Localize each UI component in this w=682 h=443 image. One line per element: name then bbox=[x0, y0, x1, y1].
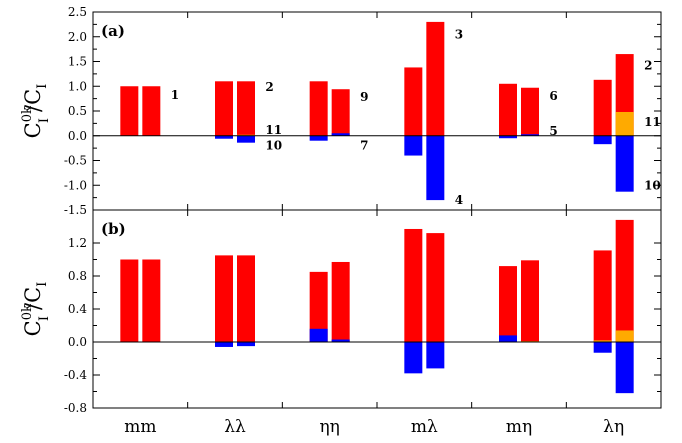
bar-blue bbox=[499, 335, 517, 342]
bar-blue bbox=[615, 135, 634, 192]
bar-red bbox=[331, 261, 350, 342]
y-tick-label: -0.5 bbox=[64, 154, 87, 168]
bar-annotation: 6 bbox=[549, 89, 557, 103]
bar-red bbox=[593, 250, 612, 342]
panel-a: -1.5-1.0-0.50.00.51.01.52.02.5(a)1211109… bbox=[64, 5, 662, 217]
bar-red bbox=[142, 259, 161, 342]
bar-blue bbox=[404, 342, 423, 374]
bar-blue bbox=[593, 135, 612, 145]
y-tick-label: 0.0 bbox=[68, 129, 87, 143]
y-tick-label: -1.5 bbox=[64, 203, 87, 217]
y-tick-label: -0.8 bbox=[64, 401, 87, 415]
bar-orange bbox=[615, 330, 634, 342]
panel-label: (a) bbox=[101, 22, 125, 40]
bar-red bbox=[404, 228, 423, 342]
bar-red bbox=[331, 89, 350, 136]
bar-blue bbox=[331, 339, 350, 342]
bar-annotation: 10 bbox=[644, 178, 661, 192]
bar-red bbox=[499, 83, 517, 136]
bar-red bbox=[309, 271, 328, 342]
bar-annotation: 9 bbox=[360, 90, 368, 104]
bar-annotation: 3 bbox=[455, 27, 463, 41]
bar-red bbox=[237, 255, 255, 342]
bar-blue bbox=[237, 342, 255, 347]
panel-frame bbox=[92, 209, 662, 409]
x-category-label: mλ bbox=[411, 417, 438, 437]
bar-annotation: 2 bbox=[644, 58, 652, 72]
y-tick-label: -1.0 bbox=[64, 178, 87, 192]
bar-annotation: 4 bbox=[455, 193, 463, 207]
y-tick-label: 0.8 bbox=[68, 269, 87, 283]
bar-red bbox=[426, 233, 445, 342]
y-tick-label: 1.0 bbox=[68, 79, 87, 93]
bar-red bbox=[215, 255, 233, 342]
y-axis-label-a: C0k I/CI bbox=[20, 84, 52, 139]
x-category-label: λη bbox=[603, 417, 624, 437]
x-category-labels: mm λλ ηη mλ mη λη bbox=[124, 417, 624, 437]
bar-orange bbox=[615, 111, 634, 136]
y-tick-label: 2.0 bbox=[68, 30, 87, 44]
panel-b: -0.8 -0.4 0.0 0.4 0.8 1.2 (b) bbox=[64, 209, 662, 415]
y-tick-label: 0.0 bbox=[68, 335, 87, 349]
y-tick-label: 2.5 bbox=[68, 5, 87, 19]
bar-annotation: 1 bbox=[171, 88, 179, 102]
bar-annotation: 11 bbox=[265, 123, 282, 137]
bar-red bbox=[237, 81, 255, 136]
bar-blue bbox=[499, 135, 517, 139]
bar-annotation: 10 bbox=[265, 139, 282, 153]
bar-annotation: 5 bbox=[549, 124, 557, 138]
bar-blue bbox=[426, 342, 445, 369]
bar-red bbox=[521, 87, 539, 136]
bar-blue bbox=[593, 342, 612, 353]
y-axis-label-text: C0k I/CI bbox=[20, 84, 52, 139]
bar-blue bbox=[426, 135, 445, 201]
y-tick-label: 1.2 bbox=[68, 236, 87, 250]
bar-blue bbox=[404, 135, 423, 156]
bar-red bbox=[309, 81, 328, 136]
bar-blue bbox=[331, 133, 350, 136]
bar-red bbox=[120, 259, 139, 342]
bar-red bbox=[120, 86, 139, 136]
bar-blue bbox=[215, 135, 233, 139]
x-category-label: λλ bbox=[224, 417, 246, 437]
bar-blue bbox=[309, 328, 328, 342]
y-tick-label: 0.5 bbox=[68, 104, 87, 118]
x-category-label: ηη bbox=[319, 417, 339, 437]
bar-blue bbox=[521, 134, 539, 136]
y-axis-label-b: C0k I/CI bbox=[20, 282, 52, 337]
bar-annotation: 11 bbox=[644, 115, 661, 129]
bar-red bbox=[215, 81, 233, 136]
y-tick-label: -0.4 bbox=[64, 368, 88, 382]
bar-annotation: 7 bbox=[360, 139, 368, 153]
bar-red bbox=[404, 67, 423, 136]
bar-blue bbox=[615, 342, 634, 394]
bar-blue bbox=[215, 342, 233, 347]
bar-red bbox=[499, 266, 517, 342]
y-tick-label: 1.5 bbox=[68, 55, 87, 69]
bar-red bbox=[615, 219, 634, 342]
panel-frame bbox=[92, 11, 662, 211]
x-category-label: mm bbox=[124, 417, 156, 437]
y-tick-label: 0.4 bbox=[68, 302, 87, 316]
y-axis-label-text: C0k I/CI bbox=[20, 282, 52, 337]
bar-red bbox=[142, 86, 161, 136]
bar-blue bbox=[309, 135, 328, 141]
bar-red bbox=[593, 79, 612, 136]
x-category-label: mη bbox=[506, 417, 532, 437]
bar-annotation: 2 bbox=[265, 80, 273, 94]
bar-orange bbox=[593, 340, 612, 342]
bar-red bbox=[521, 260, 539, 342]
panel-label: (b) bbox=[101, 220, 126, 238]
bar-blue bbox=[237, 135, 255, 143]
bar-red bbox=[426, 21, 445, 136]
